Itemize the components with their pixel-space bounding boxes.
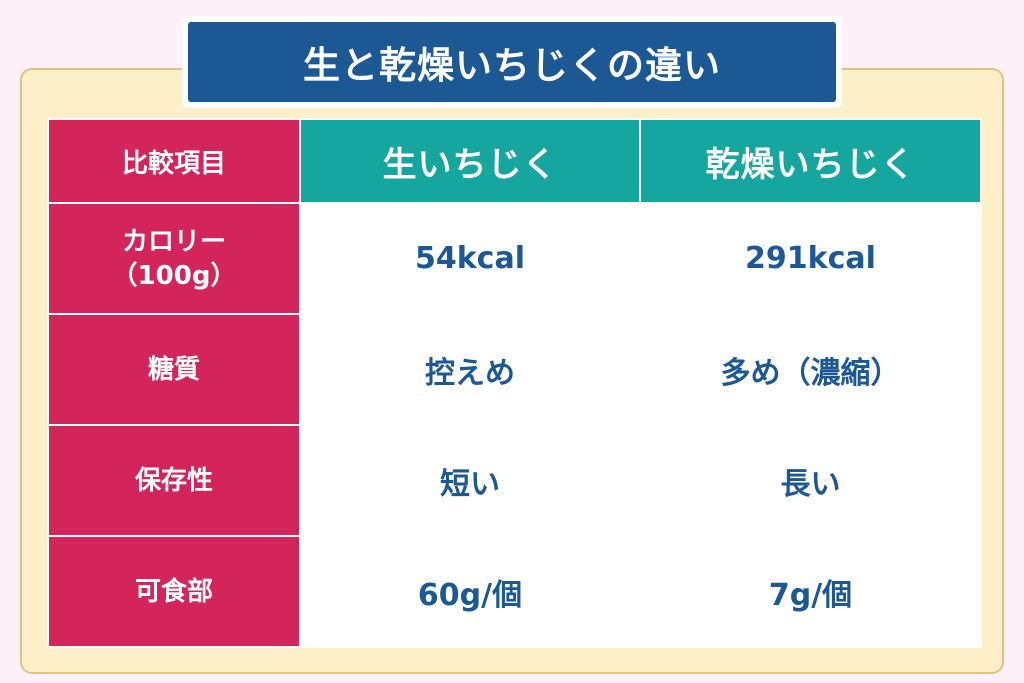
cell-fresh-shelf-life: 短い bbox=[299, 424, 641, 537]
comparison-table: 比較項目 生いちじく 乾燥いちじく カロリー （100g） 54kcal 291… bbox=[47, 118, 982, 648]
row-label-text: カロリー bbox=[121, 226, 226, 257]
title-frame: 生と乾燥いちじくの違い bbox=[182, 16, 842, 108]
row-sublabel-text: （100g） bbox=[111, 260, 237, 291]
table-row-sugar: 糖質 控えめ 多め（濃縮） bbox=[47, 313, 982, 426]
row-label-calories: カロリー （100g） bbox=[47, 202, 301, 315]
column-header-fresh: 生いちじく bbox=[299, 118, 641, 204]
cell-dried-sugar: 多め（濃縮） bbox=[639, 313, 982, 426]
table-header-row: 比較項目 生いちじく 乾燥いちじく bbox=[47, 118, 982, 204]
cell-fresh-edible-portion: 60g/個 bbox=[299, 535, 641, 648]
cell-dried-calories: 291kcal bbox=[639, 202, 982, 315]
row-label-shelf-life: 保存性 bbox=[47, 424, 301, 537]
cell-fresh-calories: 54kcal bbox=[299, 202, 641, 315]
table-row-calories: カロリー （100g） 54kcal 291kcal bbox=[47, 202, 982, 315]
cell-dried-shelf-life: 長い bbox=[639, 424, 982, 537]
cell-fresh-sugar: 控えめ bbox=[299, 313, 641, 426]
page-title: 生と乾燥いちじくの違い bbox=[188, 22, 836, 102]
row-label-edible-portion: 可食部 bbox=[47, 535, 301, 648]
table-row-shelf-life: 保存性 短い 長い bbox=[47, 424, 982, 537]
row-label-sugar: 糖質 bbox=[47, 313, 301, 426]
table-row-edible-portion: 可食部 60g/個 7g/個 bbox=[47, 535, 982, 648]
column-header-dried: 乾燥いちじく bbox=[639, 118, 982, 204]
table-corner-header: 比較項目 bbox=[47, 118, 301, 204]
cell-dried-edible-portion: 7g/個 bbox=[639, 535, 982, 648]
